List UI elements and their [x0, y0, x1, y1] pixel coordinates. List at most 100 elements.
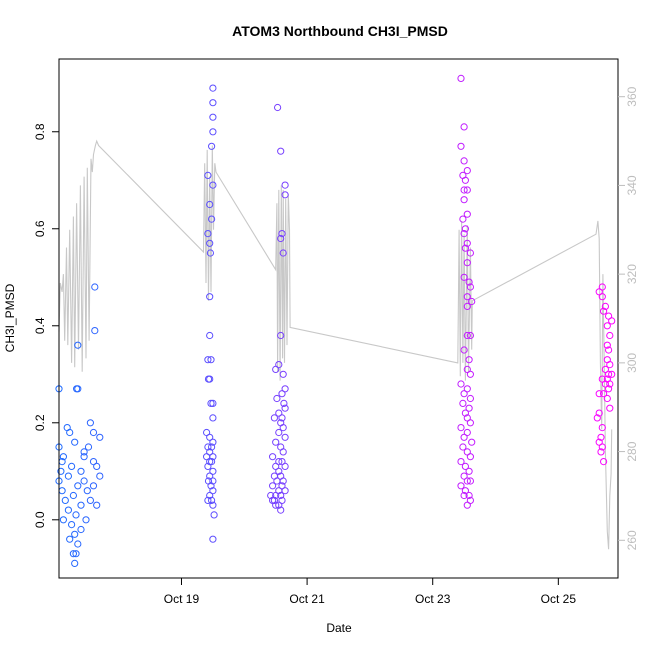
- y-tick-label: 0.4: [33, 317, 47, 334]
- data-point: [461, 409, 469, 417]
- data-point: [457, 380, 465, 388]
- data-point: [598, 443, 606, 451]
- data-point: [209, 501, 217, 509]
- data-point: [457, 74, 465, 83]
- data-point: [597, 448, 605, 456]
- data-point: [208, 142, 216, 150]
- data-point: [84, 443, 93, 451]
- data-point: [460, 230, 468, 238]
- data-point: [603, 394, 611, 403]
- data-point: [59, 516, 68, 524]
- data-point: [204, 462, 212, 470]
- data-point: [204, 443, 212, 451]
- y-tick-label: 0.0: [33, 511, 47, 528]
- data-point: [466, 419, 474, 427]
- data-point: [463, 186, 471, 194]
- data-point: [600, 458, 608, 466]
- data-point: [460, 157, 468, 165]
- y-tick-label: 0.8: [33, 123, 47, 140]
- data-point: [74, 540, 82, 548]
- data-point: [74, 482, 82, 490]
- data-point: [606, 361, 614, 369]
- data-point: [277, 331, 285, 340]
- data-point: [206, 472, 214, 480]
- data-point: [277, 506, 285, 514]
- y2-tick-label: 300: [625, 353, 639, 373]
- data-point: [89, 458, 98, 466]
- data-point: [204, 496, 212, 504]
- data-point: [460, 433, 468, 441]
- data-point: [206, 200, 214, 209]
- data-point: [208, 443, 216, 451]
- data-point: [598, 424, 606, 432]
- y-axis-right: 260 280 300 320 340 360: [618, 86, 639, 550]
- data-point: [208, 458, 216, 466]
- data-point: [463, 385, 471, 393]
- data-point: [207, 399, 215, 407]
- data-point: [206, 433, 214, 441]
- data-point: [463, 293, 471, 301]
- data-point: [277, 147, 285, 155]
- data-point: [77, 467, 85, 475]
- data-point: [206, 458, 214, 466]
- data-point: [463, 428, 471, 437]
- data-point: [64, 472, 73, 480]
- data-point: [460, 196, 468, 204]
- secondary-line-layer: [58, 139, 613, 550]
- data-point: [209, 438, 217, 446]
- data-point: [278, 390, 286, 398]
- data-point: [601, 380, 610, 388]
- data-point: [71, 438, 79, 446]
- data-point: [466, 477, 474, 485]
- data-point: [71, 559, 79, 568]
- data-point: [68, 462, 76, 470]
- data-point: [279, 448, 287, 456]
- data-point: [605, 385, 613, 393]
- data-point: [603, 322, 611, 330]
- data-point: [593, 414, 601, 422]
- data-point: [605, 346, 613, 354]
- data-point: [93, 462, 101, 470]
- data-point: [209, 399, 217, 407]
- data-point: [468, 297, 476, 306]
- y2-tick-label: 320: [625, 264, 639, 284]
- y-tick-label: 0.2: [33, 414, 47, 431]
- data-point: [465, 491, 473, 500]
- data-point: [61, 496, 69, 504]
- data-point: [209, 467, 217, 475]
- data-point: [465, 356, 473, 364]
- data-point: [466, 453, 474, 461]
- data-point: [72, 511, 80, 519]
- data-point: [460, 186, 468, 194]
- data-point: [209, 477, 217, 485]
- data-point: [57, 467, 65, 475]
- data-point: [275, 501, 283, 509]
- data-point: [279, 370, 287, 378]
- data-point: [459, 443, 467, 451]
- data-point: [466, 370, 474, 378]
- plot-frame: [58, 58, 619, 579]
- data-point: [277, 234, 285, 243]
- data-point: [204, 171, 212, 179]
- data-point: [465, 278, 473, 286]
- data-point: [272, 438, 280, 446]
- data-point: [206, 249, 214, 257]
- data-point: [601, 302, 610, 310]
- data-point: [281, 487, 289, 495]
- data-point: [601, 365, 610, 373]
- data-point: [595, 409, 603, 417]
- data-point: [66, 428, 74, 437]
- data-point: [80, 477, 88, 485]
- data-point: [608, 370, 616, 378]
- data-point: [465, 467, 473, 475]
- data-point: [269, 453, 277, 461]
- x-tick-label: Oct 23: [415, 592, 451, 606]
- data-point: [598, 293, 606, 301]
- data-point: [59, 453, 68, 461]
- data-point: [461, 462, 469, 470]
- data-point: [461, 487, 469, 495]
- data-point: [209, 113, 217, 121]
- data-point: [606, 380, 614, 388]
- data-point: [206, 293, 214, 301]
- data-point: [80, 448, 88, 456]
